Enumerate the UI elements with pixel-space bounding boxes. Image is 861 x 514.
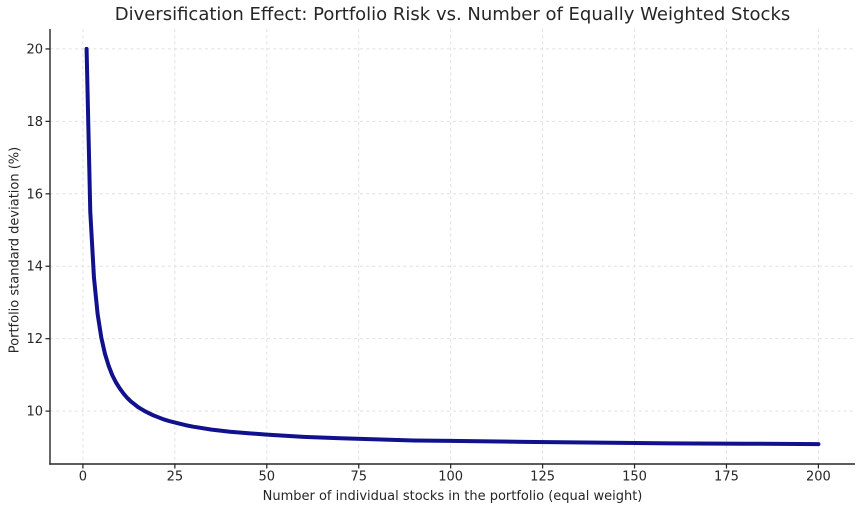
x-tick-label-125: 125: [530, 470, 555, 485]
y-tick-label-10: 10: [26, 405, 43, 420]
risk-curve: [84, 46, 821, 447]
x-tick-label-50: 50: [259, 470, 276, 485]
x-tick-label-200: 200: [806, 470, 831, 485]
y-tick-label-16: 16: [26, 187, 43, 202]
chart-title: Diversification Effect: Portfolio Risk v…: [114, 4, 791, 25]
x-tick-label-75: 75: [350, 470, 367, 485]
y-tick-label-14: 14: [26, 260, 43, 275]
x-axis-label: Number of individual stocks in the portf…: [262, 489, 643, 504]
x-tick-label-25: 25: [167, 470, 184, 485]
x-tick-label-175: 175: [714, 470, 739, 485]
x-tick-label-150: 150: [622, 470, 647, 485]
y-tick-label-12: 12: [26, 332, 43, 347]
x-tick-label-0: 0: [79, 470, 87, 485]
x-tick-label-100: 100: [438, 470, 463, 485]
y-tick-label-20: 20: [26, 42, 43, 57]
y-tick-label-18: 18: [26, 115, 43, 130]
